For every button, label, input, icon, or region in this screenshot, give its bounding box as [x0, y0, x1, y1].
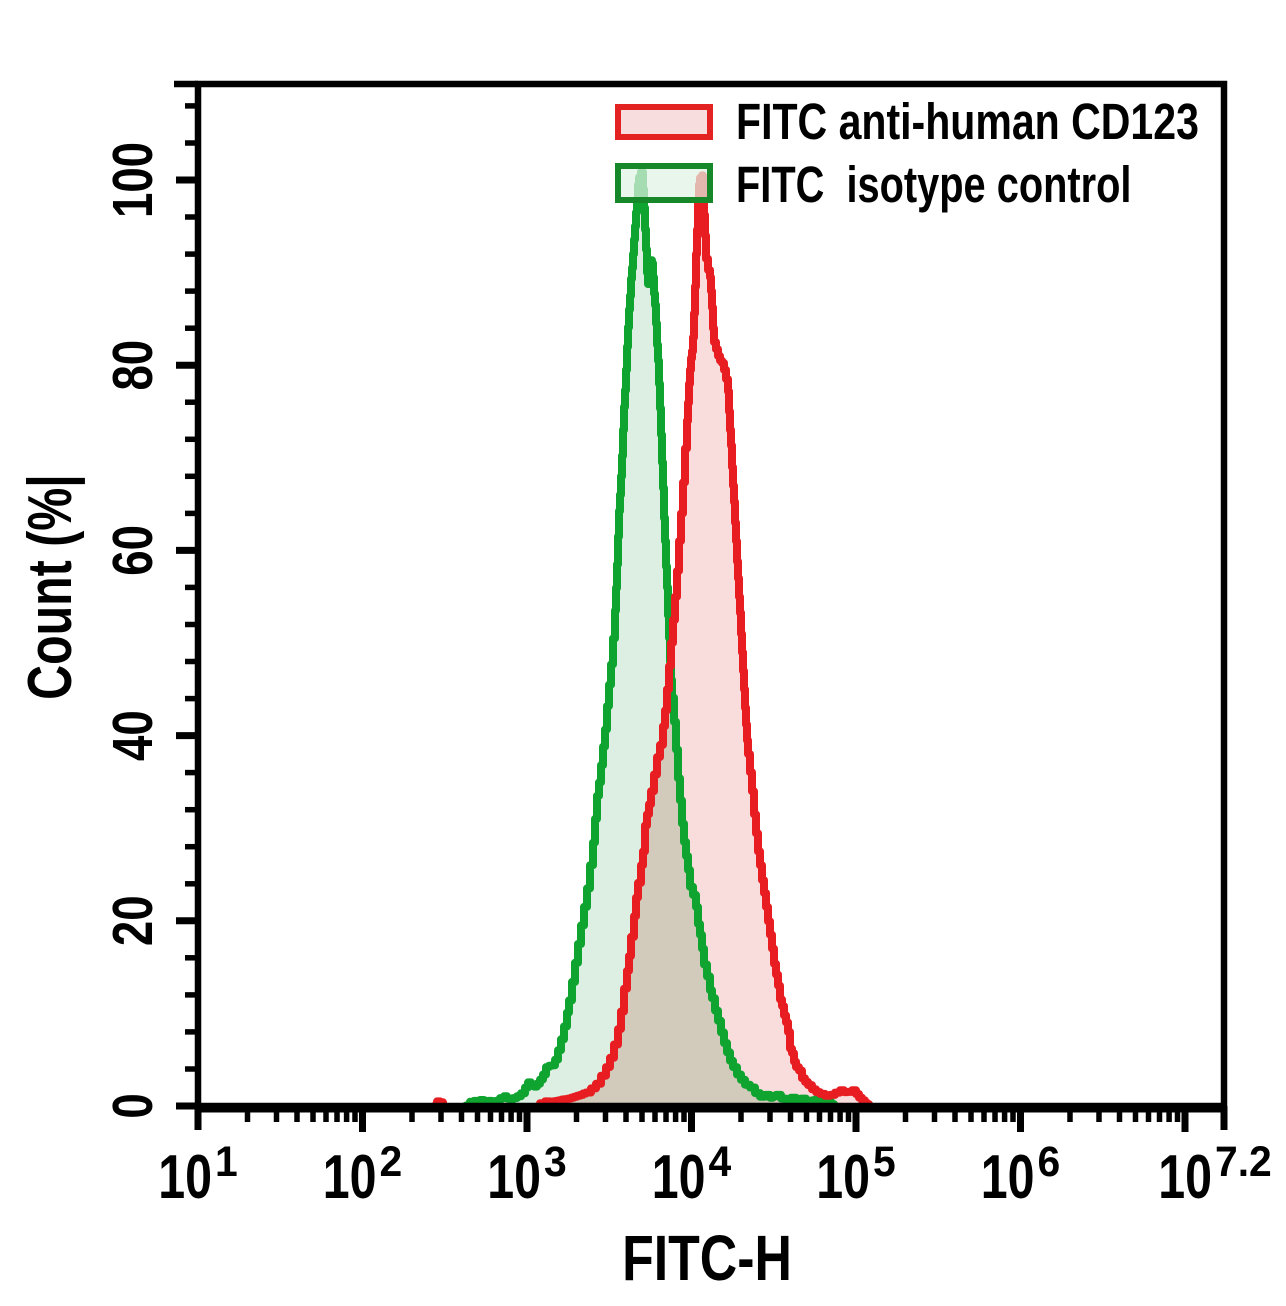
svg-text:10: 10	[323, 1142, 377, 1211]
svg-text:60: 60	[100, 525, 164, 576]
svg-text:0: 0	[100, 1093, 164, 1118]
svg-text:10: 10	[816, 1142, 870, 1211]
svg-text:5: 5	[873, 1137, 896, 1185]
svg-text:20: 20	[100, 895, 164, 946]
svg-text:FITC anti-human CD123: FITC anti-human CD123	[736, 93, 1199, 150]
svg-text:10: 10	[981, 1142, 1035, 1211]
svg-text:40: 40	[100, 710, 164, 761]
svg-text:6: 6	[1038, 1137, 1061, 1185]
svg-text:7.2: 7.2	[1215, 1137, 1272, 1185]
svg-text:10: 10	[1158, 1142, 1212, 1211]
svg-text:10: 10	[487, 1142, 541, 1211]
svg-text:80: 80	[100, 340, 164, 391]
svg-text:10: 10	[158, 1142, 212, 1211]
svg-text:4: 4	[709, 1137, 732, 1185]
svg-text:FITC isotype control: FITC isotype control	[736, 156, 1131, 213]
svg-text:10: 10	[652, 1142, 706, 1211]
svg-text:FITC-H: FITC-H	[622, 1223, 792, 1294]
svg-text:100: 100	[100, 142, 164, 218]
svg-text:1: 1	[215, 1137, 238, 1185]
svg-text:3: 3	[544, 1137, 567, 1185]
svg-text:2: 2	[380, 1137, 403, 1185]
svg-text:Count (%|: Count (%|	[15, 474, 85, 700]
